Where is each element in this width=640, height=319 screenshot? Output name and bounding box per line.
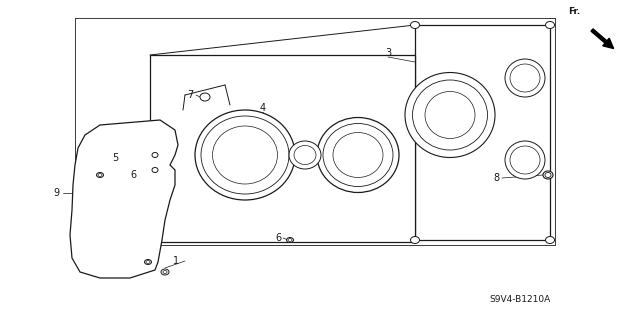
Ellipse shape [545, 173, 551, 177]
Text: 8: 8 [493, 173, 499, 183]
Text: 3: 3 [385, 48, 391, 58]
Text: 9: 9 [53, 188, 59, 198]
Polygon shape [150, 55, 415, 242]
Ellipse shape [145, 259, 152, 264]
Ellipse shape [294, 145, 316, 165]
Text: 7: 7 [187, 90, 193, 100]
Ellipse shape [410, 21, 419, 28]
Ellipse shape [161, 269, 169, 275]
Ellipse shape [317, 117, 399, 192]
Ellipse shape [505, 59, 545, 97]
Ellipse shape [505, 141, 545, 179]
Text: 4: 4 [260, 103, 266, 113]
Text: 5: 5 [112, 153, 118, 163]
Polygon shape [70, 120, 178, 278]
Ellipse shape [97, 173, 104, 177]
Ellipse shape [413, 80, 488, 150]
Ellipse shape [510, 64, 540, 92]
Ellipse shape [146, 261, 150, 263]
Ellipse shape [289, 141, 321, 169]
Ellipse shape [410, 236, 419, 243]
Ellipse shape [152, 167, 158, 173]
Ellipse shape [201, 116, 289, 194]
Ellipse shape [545, 21, 554, 28]
Ellipse shape [152, 152, 158, 158]
Text: 6: 6 [130, 170, 136, 180]
Ellipse shape [425, 92, 475, 138]
Ellipse shape [405, 72, 495, 158]
Ellipse shape [163, 271, 167, 273]
Polygon shape [415, 25, 550, 240]
Ellipse shape [98, 174, 102, 176]
Ellipse shape [200, 93, 210, 101]
Ellipse shape [333, 132, 383, 177]
Text: 1: 1 [173, 256, 179, 266]
Ellipse shape [543, 171, 553, 179]
Ellipse shape [545, 236, 554, 243]
Ellipse shape [323, 123, 393, 187]
Ellipse shape [195, 110, 295, 200]
Text: 6: 6 [275, 233, 281, 243]
Ellipse shape [287, 238, 294, 242]
Ellipse shape [510, 146, 540, 174]
Ellipse shape [288, 239, 292, 241]
Text: S9V4-B1210A: S9V4-B1210A [490, 295, 550, 305]
Text: Fr.: Fr. [568, 8, 580, 17]
Ellipse shape [212, 126, 278, 184]
FancyArrow shape [591, 29, 614, 48]
